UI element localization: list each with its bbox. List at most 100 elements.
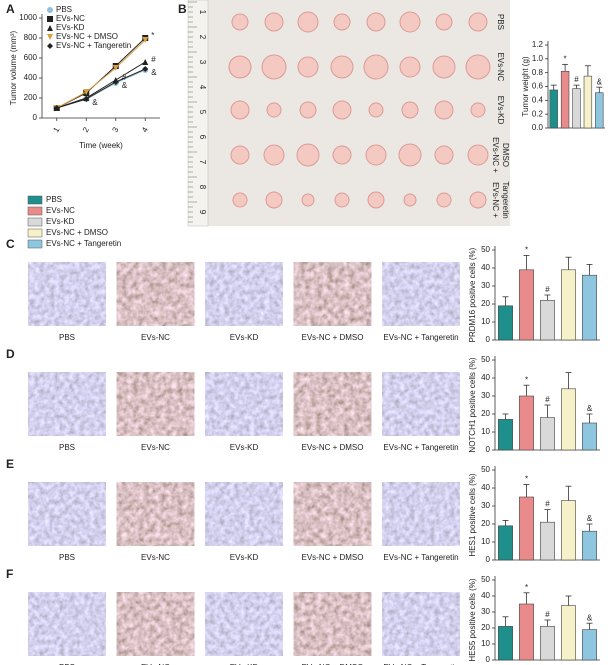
y-axis-title: HES1 positive cells (%) [468, 473, 477, 556]
legend-swatch [27, 217, 43, 227]
bar [582, 274, 597, 341]
y-tick-label: 0 [486, 335, 491, 344]
ruler-label: 2 [198, 35, 207, 40]
tumor [398, 143, 422, 167]
y-tick-label: 50 [481, 465, 490, 474]
tumor [230, 100, 250, 120]
y-tick-label: 1.2 [532, 40, 544, 49]
bar [519, 603, 534, 661]
bar [540, 417, 555, 451]
tumor [399, 11, 421, 33]
significance-mark: # [574, 75, 579, 84]
micrograph-label: EVs-KD [230, 333, 259, 342]
micrograph [293, 262, 372, 326]
photo-row-label: Tangeretin [501, 181, 510, 218]
micrograph [28, 372, 106, 436]
tumor [434, 145, 454, 165]
bar [540, 521, 555, 561]
micrograph-label: EVs-NC + DMSO [301, 333, 363, 342]
micrograph [28, 262, 106, 326]
y-tick-label: 600 [24, 53, 38, 62]
micrograph [205, 262, 283, 326]
bar [561, 388, 576, 451]
y-tick-label: 10 [481, 639, 490, 648]
legend-label: EVs-NC + DMSO [46, 228, 108, 237]
significance-mark: # [122, 73, 127, 82]
bar [582, 629, 597, 661]
micrograph-label: EVs-NC + DMSO [301, 663, 363, 665]
point [112, 65, 119, 71]
y-tick-label: 20 [481, 299, 490, 308]
legend-label: PBS [46, 195, 62, 204]
point [112, 79, 119, 85]
tumor [367, 191, 385, 209]
y-tick-label: 10 [481, 427, 490, 436]
bar [540, 300, 555, 341]
tumor [363, 54, 389, 80]
bar [582, 422, 597, 451]
micrograph-label: EVs-NC [141, 663, 170, 665]
micrograph-label: PBS [59, 663, 75, 665]
micrograph [382, 262, 460, 326]
tumor [263, 144, 285, 166]
micrograph-label: EVs-NC [141, 443, 170, 452]
significance-mark: # [151, 55, 156, 64]
y-tick-label: 30 [481, 501, 490, 510]
micrograph [116, 262, 195, 326]
point [142, 59, 149, 65]
y-tick-label: 30 [481, 391, 490, 400]
y-tick-label: 20 [481, 623, 490, 632]
micrograph [116, 372, 195, 436]
ruler-label: 6 [198, 135, 207, 140]
y-axis-title: NOTCH1 positive cells (%) [468, 357, 477, 452]
photo-row-label: EVs-KD [496, 96, 505, 125]
tumor [334, 192, 350, 208]
y-tick-label: 40 [481, 373, 490, 382]
bar [561, 500, 576, 561]
tumor [232, 192, 248, 208]
micrograph-label: EVs-NC + Tangeretin [383, 443, 458, 452]
y-tick-label: 1.0 [532, 54, 544, 63]
bar [561, 605, 576, 661]
bar [498, 419, 513, 451]
x-tick-label: 4 [140, 125, 150, 134]
y-tick-label: 50 [481, 355, 490, 364]
significance-mark: * [564, 54, 567, 63]
significance-mark: & [587, 613, 593, 622]
micrograph [205, 372, 283, 436]
tumor [299, 101, 317, 119]
tumor [296, 143, 320, 167]
micrograph [293, 482, 372, 546]
micrograph [382, 592, 460, 656]
y-axis-title: Tumor volume (mm³) [9, 30, 18, 105]
y-axis-title: HES5 positive cells (%) [468, 578, 477, 661]
y-tick-label: 0.0 [532, 123, 544, 132]
tumor [230, 145, 250, 165]
panel-letter: E [6, 457, 14, 471]
micrograph-label: EVs-KD [230, 443, 259, 452]
micrograph [293, 592, 372, 656]
micrograph [116, 592, 195, 656]
significance-mark: # [545, 500, 550, 509]
bar [582, 530, 597, 561]
significance-mark: * [525, 475, 528, 484]
ruler-label: 9 [198, 210, 207, 215]
panel-letter: B [178, 2, 187, 16]
legend-label: EVs-NC + Tangeretin [46, 239, 121, 248]
point [142, 66, 149, 72]
legend-label: EVs-KD [56, 23, 85, 32]
micrograph-label: PBS [59, 553, 75, 562]
legend-label: PBS [56, 5, 72, 14]
bar [498, 626, 513, 661]
tumor [297, 11, 319, 33]
photo-row-label: EVs-NC + [491, 182, 500, 218]
point [47, 7, 53, 13]
significance-mark: & [587, 404, 593, 413]
y-tick-label: 30 [481, 281, 490, 290]
tumor [330, 55, 354, 79]
significance-mark: # [545, 285, 550, 294]
y-tick-label: 0 [486, 555, 491, 564]
y-tick-label: 0.6 [532, 82, 544, 91]
y-tick-label: 0.2 [532, 109, 544, 118]
point [47, 43, 53, 49]
